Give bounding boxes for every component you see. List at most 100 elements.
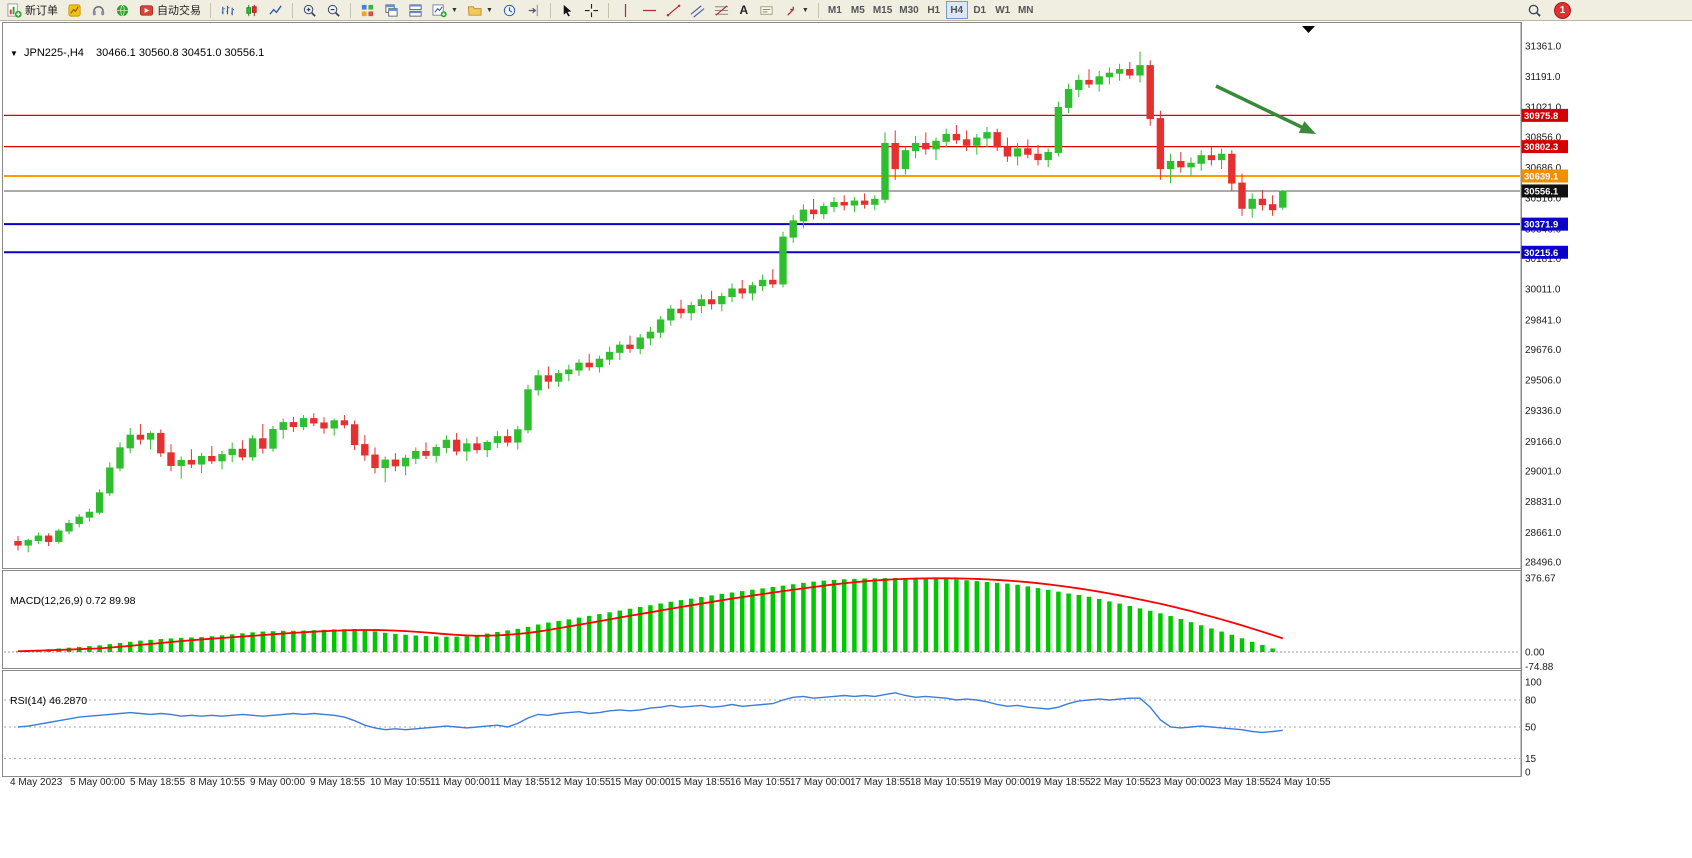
- candle: [667, 305, 675, 326]
- time-axis-label: 15 May 18:55: [670, 777, 731, 788]
- timeframe-m30-button[interactable]: M30: [896, 1, 921, 19]
- candlestick-type-button[interactable]: [240, 1, 263, 19]
- svg-text:30215.6: 30215.6: [1524, 248, 1558, 259]
- price-badge[interactable]: 30215.6: [1521, 245, 1569, 259]
- price-badge[interactable]: 30802.3: [1521, 140, 1569, 154]
- timeframe-m15-button[interactable]: M15: [870, 1, 895, 19]
- bar-chart-type-button[interactable]: [216, 1, 239, 19]
- channel-tool-button[interactable]: [686, 1, 709, 19]
- candle: [1248, 193, 1256, 218]
- candle: [167, 444, 175, 472]
- svg-text:30639.1: 30639.1: [1524, 172, 1559, 183]
- candle: [1177, 152, 1185, 173]
- bar-chart-icon: [221, 5, 235, 15]
- time-axis-label: 17 May 00:00: [790, 777, 851, 788]
- arrange-windows-button[interactable]: [404, 1, 427, 19]
- vertical-line-tool-button[interactable]: [614, 1, 637, 19]
- price-axis-label: 31191.0: [1525, 72, 1561, 83]
- candle: [922, 132, 930, 155]
- candle: [524, 384, 532, 434]
- tile-windows-button[interactable]: [356, 1, 379, 19]
- text-label-tool-button[interactable]: [755, 1, 778, 19]
- new-order-label: 新订单: [25, 5, 58, 17]
- candle: [697, 294, 706, 314]
- candle: [1217, 148, 1226, 170]
- candle: [891, 130, 899, 180]
- candle: [1166, 153, 1175, 184]
- timeframe-m1-button[interactable]: M1: [824, 1, 846, 19]
- time-axis-label: 23 May 18:55: [1210, 777, 1271, 788]
- crosshair-tool-button[interactable]: [580, 1, 603, 19]
- toolbar-separator: [210, 2, 211, 18]
- cascade-windows-button[interactable]: [380, 1, 403, 19]
- price-badge[interactable]: 30639.1: [1521, 169, 1569, 183]
- price-badge[interactable]: 30371.9: [1521, 217, 1569, 231]
- scroll-to-end-icon[interactable]: [1302, 26, 1315, 33]
- candle: [136, 424, 145, 445]
- candle: [1034, 144, 1042, 166]
- trend-arrow-annotation[interactable]: [1215, 84, 1316, 134]
- candle: [901, 146, 910, 175]
- candle: [432, 444, 440, 463]
- chart-shift-button[interactable]: [522, 1, 545, 19]
- macd-axis-label: -74.88: [1525, 662, 1554, 673]
- trendline-tool-button[interactable]: [662, 1, 685, 19]
- price-axis-label: 30686.0: [1525, 163, 1562, 174]
- community-button[interactable]: [111, 1, 134, 19]
- arrows-tool-button[interactable]: ▼: [779, 1, 813, 19]
- price-chart-canvas[interactable]: 31361.0 31191.0 31021.0 30856.0 30686.0 30516…: [2, 22, 1568, 796]
- timeframe-m5-button[interactable]: M5: [847, 1, 869, 19]
- candle: [534, 370, 542, 396]
- rsi-axis-label: 50: [1525, 723, 1537, 734]
- candle: [983, 126, 991, 148]
- line-chart-type-button[interactable]: [264, 1, 287, 19]
- candle: [95, 489, 104, 515]
- candle: [289, 416, 298, 432]
- candle: [911, 135, 920, 159]
- auto-trading-button[interactable]: 自动交易: [135, 1, 205, 19]
- svg-text:30556.1: 30556.1: [1524, 186, 1559, 197]
- candle: [871, 195, 879, 211]
- candle: [993, 128, 1001, 152]
- price-axis-label: 28496.0: [1525, 558, 1562, 569]
- notification-count: 1: [1559, 4, 1566, 16]
- price-axis-label: 30856.0: [1525, 132, 1562, 143]
- text-tool-button[interactable]: A: [734, 1, 754, 19]
- fibonacci-tool-button[interactable]: [710, 1, 733, 19]
- candle: [656, 315, 665, 338]
- cursor-tool-button[interactable]: [556, 1, 579, 19]
- new-order-button[interactable]: 新订单: [3, 1, 62, 19]
- candle: [565, 364, 573, 382]
- timeframe-w1-button[interactable]: W1: [992, 1, 1014, 19]
- candle: [799, 204, 808, 229]
- profiles-button[interactable]: ▼: [463, 1, 497, 19]
- cursor-icon: [563, 4, 572, 16]
- time-axis-label: 10 May 10:55: [370, 777, 431, 788]
- candle: [809, 198, 818, 220]
- new-chart-button[interactable]: ▼: [428, 1, 462, 19]
- candle: [310, 413, 318, 427]
- timeframe-d1-button[interactable]: D1: [969, 1, 991, 19]
- notification-badge[interactable]: 1: [1554, 1, 1571, 19]
- period-clock-button[interactable]: [498, 1, 521, 19]
- zoom-in-button[interactable]: [298, 1, 321, 19]
- search-button[interactable]: [1523, 1, 1546, 19]
- price-axis-label: 30181.0: [1525, 254, 1562, 265]
- signals-button[interactable]: [87, 1, 110, 19]
- price-badge[interactable]: 30975.8: [1521, 108, 1569, 122]
- candle: [493, 431, 502, 449]
- price-badge[interactable]: 30556.1: [1521, 184, 1569, 198]
- timeframe-h1-button[interactable]: H1: [923, 1, 945, 19]
- timeframe-h4-button[interactable]: H4: [945, 1, 968, 19]
- svg-text:30371.9: 30371.9: [1524, 220, 1558, 231]
- candle: [646, 326, 655, 346]
- time-axis-label: 19 May 18:55: [1030, 777, 1091, 788]
- horizontal-line-tool-button[interactable]: [638, 1, 661, 19]
- mql-market-button[interactable]: [63, 1, 86, 19]
- price-axis-label: 29676.0: [1525, 345, 1562, 356]
- zoom-out-button[interactable]: [322, 1, 345, 19]
- timeframe-mn-button[interactable]: MN: [1015, 1, 1037, 19]
- candle: [371, 447, 379, 474]
- candle: [575, 359, 583, 376]
- candle: [1075, 74, 1083, 97]
